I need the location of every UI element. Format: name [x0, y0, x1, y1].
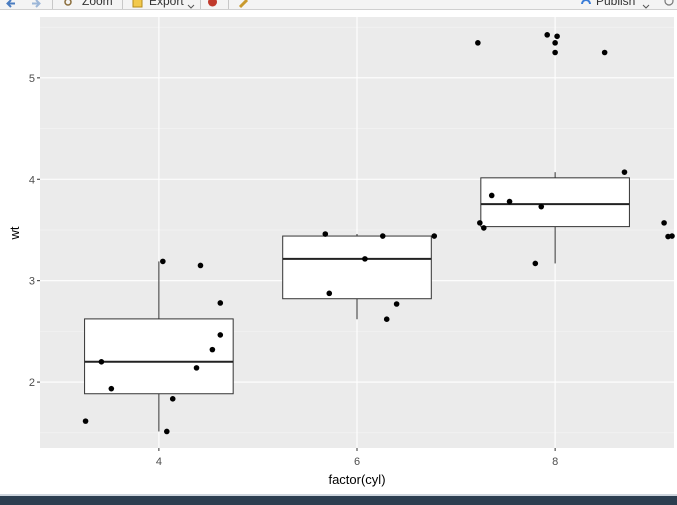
data-point	[217, 300, 224, 306]
x-axis-title: factor(cyl)	[328, 472, 385, 487]
plot-toolbar: Zoom Export Publish	[0, 0, 677, 10]
data-point	[669, 233, 675, 239]
chevron-down-icon[interactable]	[642, 0, 653, 9]
x-tick-label: 4	[156, 456, 162, 468]
toolbar-separator	[52, 0, 53, 9]
publish-icon	[580, 0, 591, 7]
box-iqr	[480, 177, 630, 228]
data-point	[169, 396, 176, 402]
back-arrow-icon[interactable]	[6, 0, 17, 8]
data-point	[475, 40, 481, 46]
x-tick-label: 8	[552, 456, 558, 468]
data-point	[544, 32, 550, 38]
forward-arrow-icon[interactable]	[30, 0, 41, 8]
data-point	[326, 290, 333, 297]
broom-icon[interactable]	[238, 0, 249, 9]
data-point	[209, 346, 216, 353]
window-edge-highlight	[0, 494, 677, 496]
y-tick-label: 3	[29, 276, 35, 288]
data-point	[193, 365, 200, 371]
data-point	[552, 40, 558, 46]
y-tick-label: 4	[29, 174, 35, 186]
remove-icon[interactable]	[207, 0, 218, 7]
data-point	[393, 301, 400, 307]
data-point	[379, 233, 386, 239]
data-point	[197, 262, 204, 269]
box-iqr	[282, 235, 432, 300]
y-axis-title: wt	[7, 226, 22, 240]
x-tick-label: 6	[354, 456, 360, 468]
data-point	[98, 359, 105, 365]
data-point	[362, 256, 368, 262]
data-point	[431, 233, 438, 239]
toolbar-separator	[228, 0, 229, 9]
data-point	[160, 258, 166, 265]
data-point	[661, 220, 667, 226]
zoom-icon	[63, 0, 74, 7]
data-point	[82, 418, 89, 424]
data-point	[164, 428, 170, 435]
boxes	[84, 172, 630, 432]
data-point	[621, 169, 628, 175]
refresh-icon[interactable]	[663, 0, 674, 7]
y-axis: 2 3 4 5	[29, 73, 40, 389]
x-axis: 4 6 8	[156, 448, 558, 468]
data-point	[506, 198, 513, 205]
data-point	[322, 231, 329, 237]
y-tick-label: 5	[29, 73, 35, 85]
data-point	[488, 192, 495, 199]
box-iqr	[84, 318, 234, 395]
data-point	[477, 220, 483, 226]
data-point	[601, 49, 608, 56]
zoom-button[interactable]: Zoom	[82, 0, 113, 8]
data-point	[554, 33, 560, 40]
data-point	[383, 316, 390, 323]
window-bottom-bar	[0, 496, 677, 505]
chevron-down-icon[interactable]	[187, 0, 198, 9]
toolbar-separator	[200, 0, 201, 9]
publish-button[interactable]: Publish	[596, 0, 636, 8]
data-point	[538, 203, 545, 210]
export-button[interactable]: Export	[149, 0, 184, 8]
points	[82, 32, 675, 435]
data-point	[481, 225, 487, 231]
data-point	[217, 332, 224, 338]
export-icon	[132, 0, 143, 8]
toolbar-separator	[122, 0, 123, 9]
data-point	[532, 260, 539, 267]
data-point	[108, 385, 115, 392]
data-point	[552, 49, 558, 56]
y-tick-label: 2	[29, 377, 35, 389]
